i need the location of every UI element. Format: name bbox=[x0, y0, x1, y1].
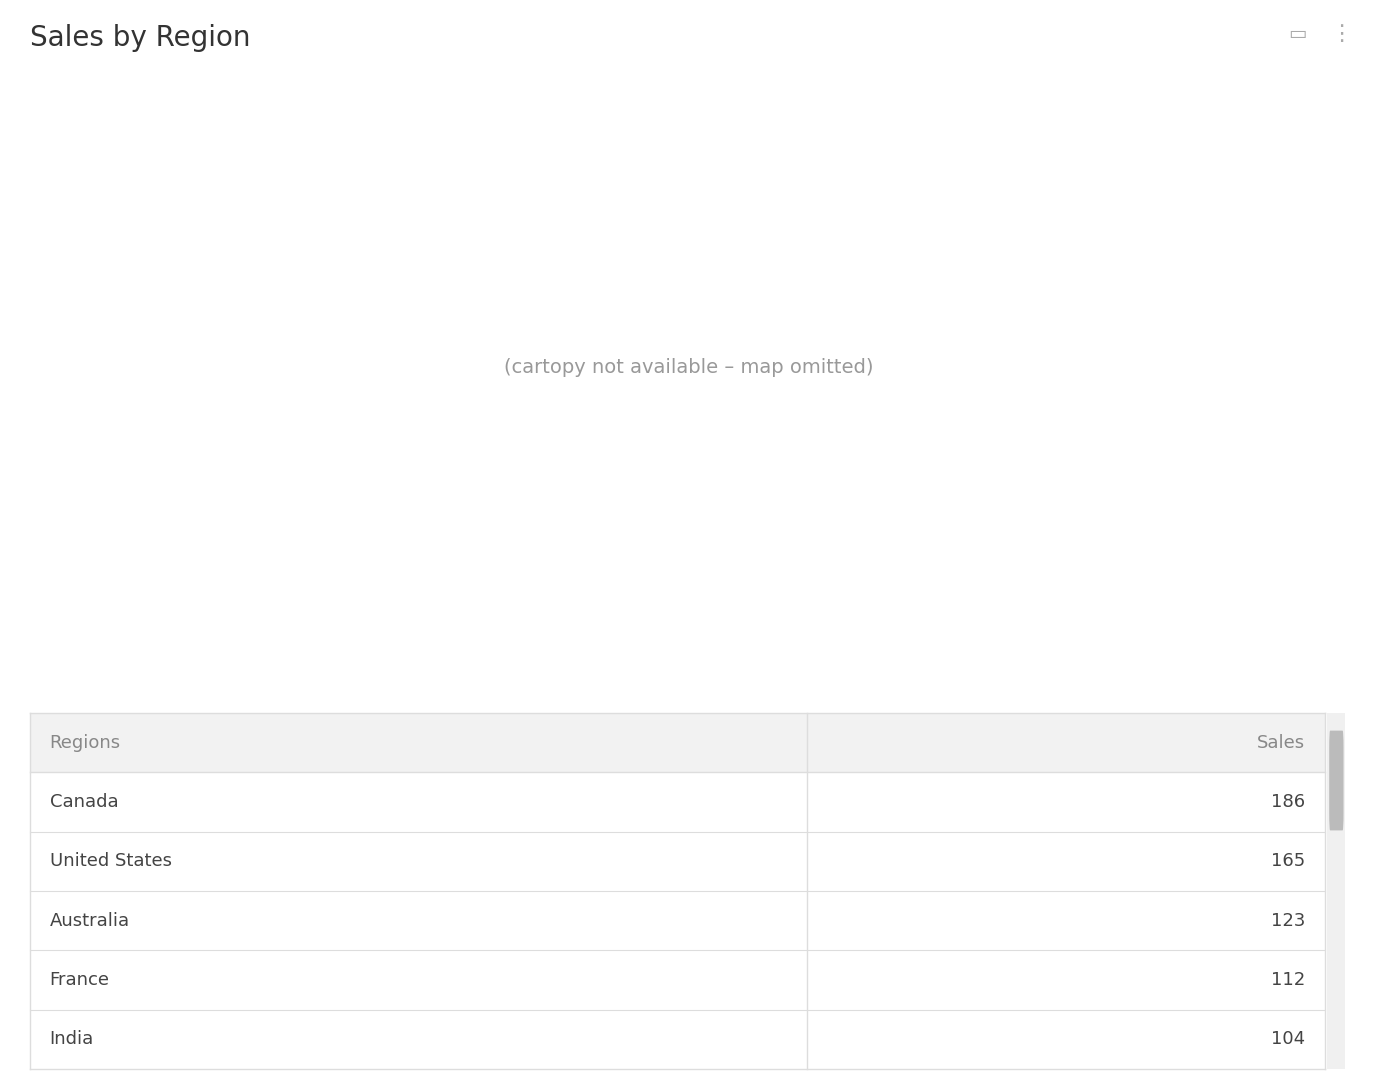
Text: Regions: Regions bbox=[50, 733, 121, 752]
Text: Sales by Region: Sales by Region bbox=[30, 24, 251, 52]
Bar bbox=[30, 713, 1325, 772]
Text: ⋮: ⋮ bbox=[1330, 24, 1352, 44]
Text: 112: 112 bbox=[1271, 971, 1305, 989]
Text: 165: 165 bbox=[1271, 852, 1305, 870]
Text: India: India bbox=[50, 1030, 94, 1049]
Bar bbox=[30, 950, 1325, 1010]
Text: 123: 123 bbox=[1271, 912, 1305, 930]
Text: Australia: Australia bbox=[50, 912, 129, 930]
FancyBboxPatch shape bbox=[1329, 730, 1344, 831]
Text: France: France bbox=[50, 971, 110, 989]
Text: 104: 104 bbox=[1271, 1030, 1305, 1049]
Bar bbox=[30, 832, 1325, 891]
Text: Sales: Sales bbox=[1257, 733, 1305, 752]
Text: United States: United States bbox=[50, 852, 172, 870]
Bar bbox=[30, 1010, 1325, 1069]
Text: Canada: Canada bbox=[50, 793, 118, 811]
Text: 186: 186 bbox=[1271, 793, 1305, 811]
Text: (cartopy not available – map omitted): (cartopy not available – map omitted) bbox=[504, 357, 873, 377]
Bar bbox=[30, 772, 1325, 832]
Bar bbox=[30, 891, 1325, 950]
Text: ▭: ▭ bbox=[1287, 24, 1307, 43]
